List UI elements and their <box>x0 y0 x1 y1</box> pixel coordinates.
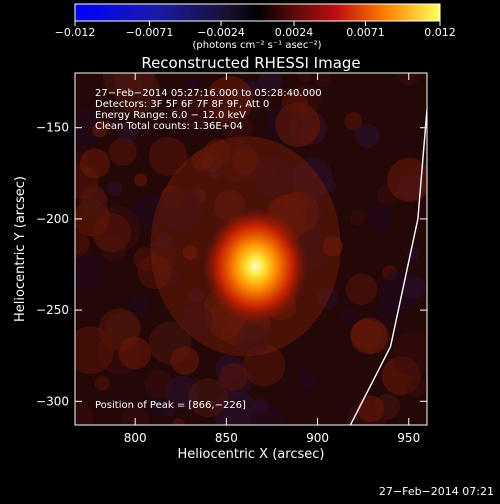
annotation-peak-position: Position of Peak = [866,−226] <box>95 400 246 411</box>
colorbar-tick-label: 0.012 <box>424 26 456 39</box>
image-texture <box>148 136 188 176</box>
image-texture <box>387 157 427 202</box>
annotation-time-range: 27−Feb−2014 05:27:16.000 to 05:28:40.000 <box>95 88 322 99</box>
annotations: 27−Feb−2014 05:27:16.000 to 05:28:40.000… <box>95 88 322 411</box>
colorbar-tick-label: −0.012 <box>55 26 96 39</box>
image-texture <box>149 396 170 418</box>
image-texture <box>322 236 343 257</box>
image-texture <box>191 150 213 172</box>
image-texture <box>223 113 253 143</box>
image-texture <box>405 377 426 398</box>
image-structure <box>75 73 427 425</box>
y-tick-label: −250 <box>36 303 69 317</box>
image-texture <box>176 91 214 129</box>
image-texture <box>314 73 332 87</box>
x-tick-label: 850 <box>215 431 238 445</box>
colorbar-units: (photons cm⁻² s⁻¹ asec⁻²) <box>192 40 321 51</box>
image-texture <box>236 323 270 357</box>
image-texture <box>75 252 105 291</box>
image-texture <box>137 255 172 290</box>
image-texture <box>134 173 148 187</box>
image-texture <box>91 212 131 253</box>
y-tick-label: −300 <box>36 394 69 408</box>
image-texture <box>397 73 422 86</box>
image-texture <box>156 232 172 248</box>
image-texture <box>291 156 333 198</box>
solar-limb-curve <box>349 109 427 425</box>
image-texture <box>297 368 318 390</box>
image-texture <box>75 400 94 425</box>
image-texture <box>316 287 339 309</box>
x-tick-label: 800 <box>124 431 147 445</box>
annotation-detectors: Detectors: 3F 5F 6F 7F 8F 9F, Att 0 <box>95 99 269 110</box>
image-texture <box>367 205 394 232</box>
image-texture <box>392 331 427 377</box>
image-texture <box>275 102 321 147</box>
image-texture <box>182 245 198 261</box>
image-texture <box>75 230 90 259</box>
colorbar-tick-label: −0.0024 <box>197 26 245 39</box>
image-texture <box>120 405 149 425</box>
image-texture <box>258 73 283 94</box>
image-texture <box>75 108 103 147</box>
colorbar-ticks: −0.012 −0.0071 −0.0024 0.0024 0.0071 0.012 <box>55 21 456 39</box>
annotation-energy-range: Energy Range: 6.0 − 12.0 keV <box>95 110 246 121</box>
plot-frame <box>74 72 428 426</box>
image-texture <box>188 378 228 418</box>
image-texture <box>129 294 150 315</box>
image-texture <box>219 363 248 392</box>
image-texture <box>406 247 420 261</box>
image-texture <box>218 141 259 182</box>
image-texture <box>345 273 378 305</box>
y-tick-label: −150 <box>36 121 69 135</box>
emission-source <box>203 208 308 325</box>
image-texture <box>116 120 139 143</box>
annotation-clean-counts: Clean Total counts: 1.36E+04 <box>95 121 243 132</box>
image-texture <box>350 317 388 355</box>
image-texture <box>344 112 363 131</box>
plot-area <box>75 73 427 425</box>
image-texture <box>252 156 294 198</box>
y-axis-label: Heliocentric Y (arcsec) <box>13 176 28 322</box>
colorbar-gradient <box>74 3 441 22</box>
image-texture <box>80 148 110 179</box>
image-texture <box>172 418 185 425</box>
x-tick-label: 900 <box>306 431 329 445</box>
image-texture <box>170 346 200 375</box>
image-texture <box>75 326 115 375</box>
image-texture <box>188 287 205 303</box>
colorbar-tick-label: −0.0071 <box>126 26 174 39</box>
image-texture <box>357 395 385 423</box>
image-texture <box>102 73 142 97</box>
image-texture <box>184 75 199 90</box>
image-texture <box>339 307 360 327</box>
x-tick-label: 950 <box>397 431 420 445</box>
image-texture <box>118 336 152 370</box>
image-texture <box>106 180 123 197</box>
colorbar-tick-label: 0.0071 <box>346 26 385 39</box>
colorbar: −0.012 −0.0071 −0.0024 0.0024 0.0071 0.012 (p… <box>55 3 456 51</box>
x-axis-label: Heliocentric X (arcsec) <box>178 447 325 462</box>
image-texture <box>158 186 204 232</box>
y-axis: −150 −200 −250 −300 <box>36 121 427 408</box>
timestamp: 27−Feb−2014 07:21 <box>378 485 494 498</box>
y-tick-label: −200 <box>36 212 69 226</box>
image-texture <box>108 137 137 166</box>
colorbar-tick-label: 0.0024 <box>275 26 314 39</box>
image-texture <box>349 210 366 226</box>
image-texture <box>94 375 110 391</box>
image-texture <box>299 73 312 83</box>
image-texture <box>401 275 426 300</box>
image-texture <box>355 123 380 148</box>
image-texture <box>376 297 401 322</box>
plot-title: Reconstructed RHESSI Image <box>141 54 360 72</box>
x-axis: 800 850 900 950 <box>124 73 420 445</box>
image-texture <box>105 311 139 345</box>
image-texture <box>92 122 108 138</box>
image-texture <box>253 397 269 413</box>
image-texture <box>180 304 213 337</box>
